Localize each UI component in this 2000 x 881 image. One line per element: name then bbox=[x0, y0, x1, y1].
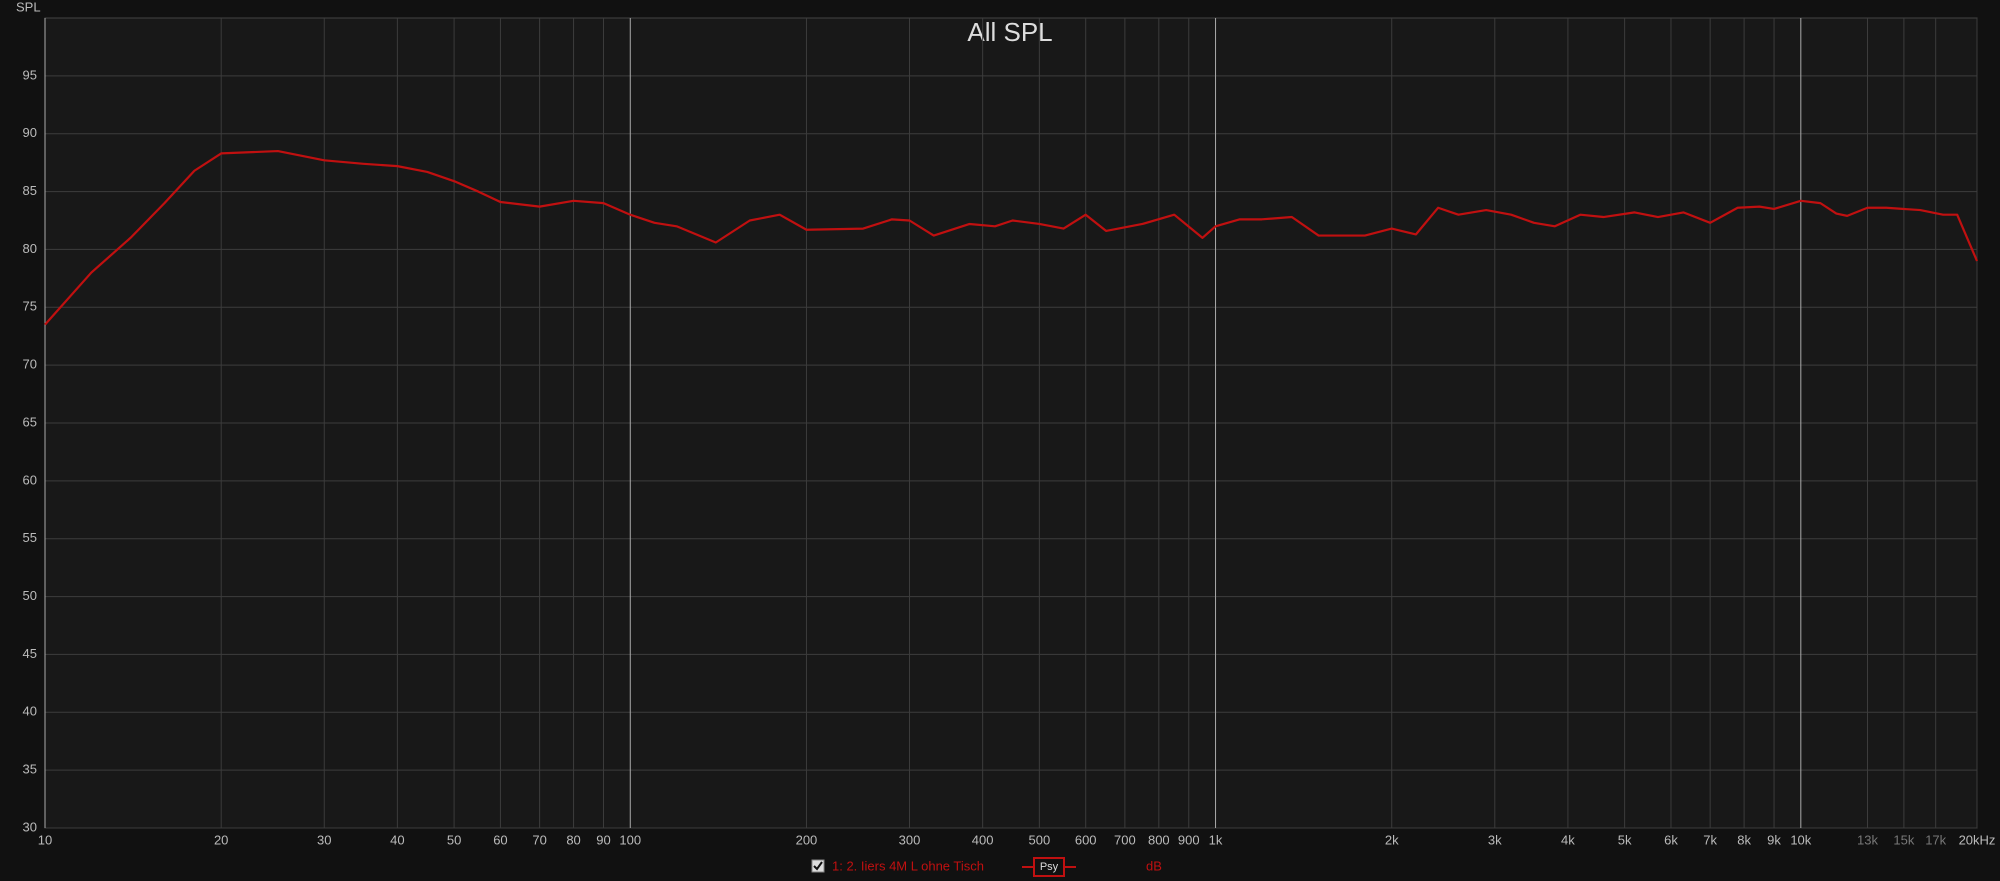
x-tick-label: 9k bbox=[1767, 832, 1781, 847]
x-tick-label: 8k bbox=[1737, 832, 1751, 847]
x-tick-label: 7k bbox=[1703, 832, 1717, 847]
legend-button[interactable] bbox=[1033, 857, 1065, 877]
y-tick-label: 95 bbox=[23, 67, 37, 82]
series-line bbox=[44, 149, 1979, 326]
y-tick-label: 55 bbox=[23, 530, 37, 545]
x-tick-label: 10 bbox=[38, 832, 52, 847]
x-tick-label: 80 bbox=[566, 832, 580, 847]
x-tick-label: 50 bbox=[447, 832, 461, 847]
y-tick-label: 35 bbox=[23, 762, 37, 777]
x-tick-label: 400 bbox=[972, 832, 994, 847]
y-tick-label: 90 bbox=[23, 125, 37, 140]
x-tick-label: 500 bbox=[1029, 832, 1051, 847]
x-tick-label: 6k bbox=[1664, 832, 1678, 847]
x-tick-label: 100 bbox=[619, 832, 641, 847]
y-tick-label: 75 bbox=[23, 299, 37, 314]
y-tick-label: 30 bbox=[23, 819, 37, 834]
x-tick-label: 300 bbox=[899, 832, 921, 847]
y-tick-label: 80 bbox=[23, 241, 37, 256]
x-tick-label: 2k bbox=[1385, 832, 1399, 847]
y-tick-label: 40 bbox=[23, 704, 37, 719]
x-tick-label: 20kHz bbox=[1959, 832, 1996, 847]
x-tick-label: 900 bbox=[1178, 832, 1200, 847]
x-tick-label: 3k bbox=[1488, 832, 1502, 847]
x-tick-label: 1k bbox=[1209, 832, 1223, 847]
x-tick-label: 10k bbox=[1790, 832, 1811, 847]
x-tick-label: 90 bbox=[596, 832, 610, 847]
x-tick-label: 4k bbox=[1561, 832, 1575, 847]
legend-entry[interactable]: 1: 2. Iiers 4M L ohne Tisch bbox=[832, 858, 984, 873]
x-tick-label: 60 bbox=[493, 832, 507, 847]
y-axis-label: SPL bbox=[16, 0, 41, 14]
y-tick-label: 60 bbox=[23, 472, 37, 487]
x-tick-label: 13k bbox=[1857, 832, 1878, 847]
y-tick-label: 65 bbox=[23, 414, 37, 429]
chart-title: All SPL bbox=[967, 17, 1052, 47]
y-tick-label: 45 bbox=[23, 646, 37, 661]
checkbox-tick bbox=[813, 861, 823, 871]
y-tick-label: 85 bbox=[23, 183, 37, 198]
y-tick-label: 50 bbox=[23, 588, 37, 603]
x-tick-label: 5k bbox=[1618, 832, 1632, 847]
x-tick-label: 800 bbox=[1148, 832, 1170, 847]
x-tick-label: 70 bbox=[532, 832, 546, 847]
x-tick-label: 200 bbox=[796, 832, 818, 847]
legend-unit: dB bbox=[1146, 858, 1162, 873]
legend-button-label: Psy bbox=[1040, 861, 1059, 873]
x-tick-label: 30 bbox=[317, 832, 331, 847]
x-tick-label: 40 bbox=[390, 832, 404, 847]
x-tick-label: 15k bbox=[1893, 832, 1914, 847]
y-tick-label: 70 bbox=[23, 357, 37, 372]
x-tick-label: 600 bbox=[1075, 832, 1097, 847]
x-tick-label: 700 bbox=[1114, 832, 1136, 847]
x-tick-label: 17k bbox=[1925, 832, 1946, 847]
x-tick-label: 20 bbox=[214, 832, 228, 847]
